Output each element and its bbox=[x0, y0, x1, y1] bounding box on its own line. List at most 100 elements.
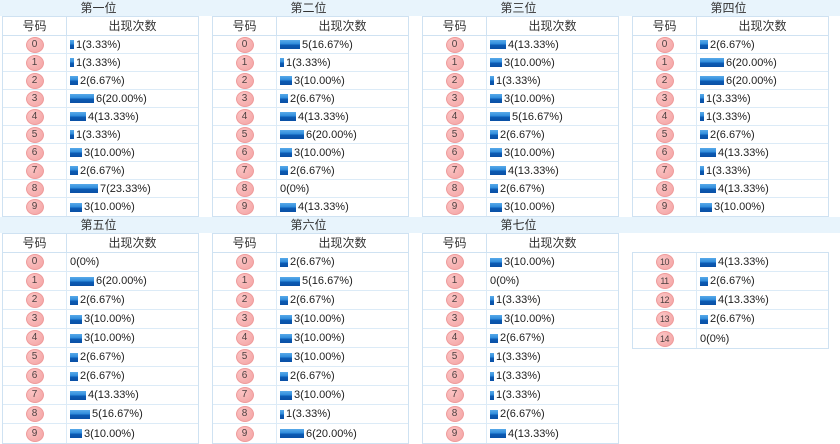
table-row: 8 4(13.33%) bbox=[633, 180, 828, 198]
number-badge: 9 bbox=[655, 199, 674, 215]
frequency-label: 2(6.67%) bbox=[710, 313, 755, 325]
count-cell: 3(10.00%) bbox=[67, 428, 198, 440]
table-title: 第二位 bbox=[290, 1, 327, 15]
table-row: 7 4(13.33%) bbox=[423, 162, 618, 180]
table-row: 4 3(10.00%) bbox=[3, 329, 198, 348]
count-cell: 4(13.33%) bbox=[67, 111, 198, 123]
number-badge: 3 bbox=[445, 311, 464, 327]
table-row: 14 0(0%) bbox=[633, 329, 828, 348]
number-badge: 8 bbox=[445, 406, 464, 422]
position-panel-4: 第四位 号码 出现次数 0 2(6.67%) 1 6(20.00%) 2 6(20.00%) 3 1… bbox=[630, 0, 840, 217]
number-badge: 3 bbox=[25, 90, 44, 107]
frequency-label: 2(6.67%) bbox=[290, 256, 335, 268]
number-badge: 8 bbox=[25, 406, 44, 422]
frequency-bar bbox=[490, 352, 494, 362]
number-column-header: 号码 bbox=[423, 17, 487, 35]
table-title: 第七位 bbox=[500, 218, 537, 232]
frequency-table: 号码 出现次数 0 3(10.00%) 1 0(0%) 2 1(3.33%) 3 3(10.00%… bbox=[422, 233, 619, 444]
frequency-bar bbox=[280, 276, 300, 286]
number-badge: 5 bbox=[655, 126, 674, 143]
frequency-label: 6(20.00%) bbox=[306, 128, 357, 141]
frequency-label: 3(10.00%) bbox=[504, 92, 555, 105]
frequency-bar bbox=[490, 112, 510, 121]
table-header-row: 号码 出现次数 bbox=[3, 234, 198, 253]
table-row: 3 6(20.00%) bbox=[3, 90, 198, 108]
table-header-row: 号码 出现次数 bbox=[213, 17, 408, 36]
frequency-label: 4(13.33%) bbox=[718, 256, 769, 268]
frequency-bar bbox=[280, 94, 288, 103]
number-badge: 0 bbox=[445, 36, 464, 53]
frequency-table: 号码 出现次数 0 5(16.67%) 1 1(3.33%) 2 3(10.00%) 3 2(6.… bbox=[212, 16, 409, 217]
table-row: 4 4(13.33%) bbox=[3, 108, 198, 126]
number-cell: 8 bbox=[423, 180, 487, 197]
table-row: 5 6(20.00%) bbox=[213, 126, 408, 144]
table-row: 7 1(3.33%) bbox=[423, 386, 618, 405]
frequency-bar bbox=[490, 166, 506, 175]
count-cell: 2(6.67%) bbox=[67, 370, 198, 382]
count-cell: 3(10.00%) bbox=[67, 313, 198, 325]
table-row: 0 0(0%) bbox=[3, 253, 198, 272]
table-row: 2 2(6.67%) bbox=[3, 291, 198, 310]
number-badge: 8 bbox=[655, 180, 674, 197]
number-badge: 2 bbox=[445, 292, 464, 308]
count-cell: 3(10.00%) bbox=[67, 332, 198, 344]
count-column-header: 出现次数 bbox=[528, 236, 577, 250]
count-cell: 4(13.33%) bbox=[487, 165, 618, 177]
number-cell: 6 bbox=[3, 144, 67, 161]
table-title-band: 第一位 bbox=[0, 0, 210, 16]
number-badge: 8 bbox=[235, 180, 254, 197]
number-cell: 3 bbox=[3, 310, 67, 328]
frequency-bar bbox=[280, 314, 292, 324]
number-badge: 9 bbox=[235, 425, 254, 442]
table-header-row: 号码 出现次数 bbox=[213, 234, 408, 253]
table-row: 2 2(6.67%) bbox=[213, 291, 408, 310]
frequency-table: 号码 出现次数 0 2(6.67%) 1 5(16.67%) 2 2(6.67%) 3 3(10.… bbox=[212, 233, 409, 444]
table-row: 1 3(10.00%) bbox=[423, 54, 618, 72]
number-badge: 5 bbox=[235, 349, 254, 365]
frequency-bar bbox=[70, 40, 74, 49]
count-cell: 0(0%) bbox=[67, 256, 198, 268]
number-cell: 1 bbox=[3, 54, 67, 71]
table-row: 5 1(3.33%) bbox=[423, 348, 618, 367]
frequency-bar bbox=[490, 202, 502, 212]
frequency-bar bbox=[280, 352, 292, 362]
number-cell: 7 bbox=[213, 386, 277, 404]
number-cell: 4 bbox=[423, 108, 487, 125]
number-badge: 6 bbox=[655, 144, 674, 161]
table-row: 5 2(6.67%) bbox=[3, 348, 198, 367]
number-badge: 3 bbox=[235, 311, 254, 327]
frequency-bar bbox=[280, 40, 300, 49]
count-cell: 2(6.67%) bbox=[487, 183, 618, 195]
count-cell: 1(3.33%) bbox=[487, 294, 618, 306]
number-cell: 7 bbox=[3, 162, 67, 179]
frequency-label: 2(6.67%) bbox=[290, 92, 335, 105]
number-cell: 3 bbox=[423, 310, 487, 328]
frequency-label: 2(6.67%) bbox=[710, 38, 755, 51]
number-badge: 4 bbox=[235, 330, 254, 346]
number-cell: 0 bbox=[423, 36, 487, 53]
table-row: 2 6(20.00%) bbox=[633, 72, 828, 90]
frequency-table: 号码 出现次数 0 2(6.67%) 1 6(20.00%) 2 6(20.00%) 3 1(3.… bbox=[632, 16, 829, 217]
count-cell: 6(20.00%) bbox=[67, 93, 198, 105]
count-cell: 3(10.00%) bbox=[487, 313, 618, 325]
table-row: 5 3(10.00%) bbox=[213, 348, 408, 367]
count-cell: 2(6.67%) bbox=[277, 370, 408, 382]
count-cell: 2(6.67%) bbox=[277, 165, 408, 177]
table-row: 8 2(6.67%) bbox=[423, 405, 618, 424]
number-badge: 5 bbox=[25, 126, 44, 143]
count-cell: 4(13.33%) bbox=[697, 183, 828, 195]
number-badge: 9 bbox=[235, 199, 254, 215]
table-row: 7 4(13.33%) bbox=[3, 386, 198, 405]
frequency-bar bbox=[490, 148, 502, 157]
frequency-bar bbox=[70, 295, 78, 305]
count-cell: 4(13.33%) bbox=[277, 111, 408, 123]
number-cell: 2 bbox=[423, 72, 487, 89]
count-cell: 3(10.00%) bbox=[277, 389, 408, 401]
number-badge: 4 bbox=[25, 330, 44, 346]
table-row: 2 1(3.33%) bbox=[423, 72, 618, 90]
frequency-label: 3(10.00%) bbox=[294, 146, 345, 159]
frequency-label: 3(10.00%) bbox=[504, 146, 555, 159]
frequency-label: 6(20.00%) bbox=[96, 92, 147, 105]
number-badge: 2 bbox=[25, 292, 44, 308]
number-badge: 1 bbox=[235, 54, 254, 71]
